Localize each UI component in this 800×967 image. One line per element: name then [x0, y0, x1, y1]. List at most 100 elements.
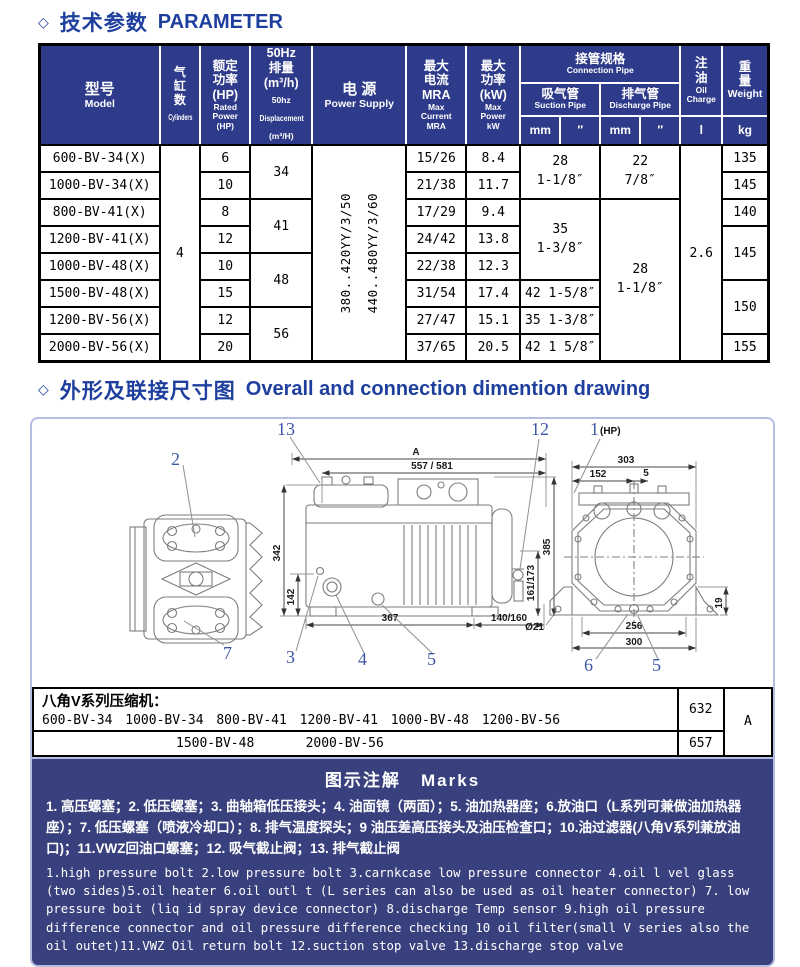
- weight-cell: 140: [721, 198, 770, 228]
- suction-cell: 42 1 5/8″: [519, 333, 602, 363]
- model-header-zh: 型号: [84, 80, 115, 98]
- weight-cell: 145: [721, 225, 770, 282]
- dimension-lines-end: [571, 460, 729, 652]
- hp-cell: 6: [199, 144, 252, 174]
- compressor-side-view: [304, 475, 524, 617]
- weight-cell: 155: [721, 333, 770, 363]
- callout-7: 7: [223, 643, 232, 663]
- dim-557-581: 557 / 581: [411, 461, 453, 472]
- cylinders-header-en: Cylinders: [167, 112, 192, 123]
- series-row-1: 八角V系列压缩机： 600-BV-34 1000-BV-34 800-BV-41…: [32, 686, 679, 732]
- hp-cell: 8: [199, 198, 252, 228]
- supply-value-1: 380..420YY/3/50: [338, 192, 354, 314]
- weight-cell: 150: [721, 279, 770, 336]
- diamond-icon: ◇: [38, 13, 50, 30]
- series-label: 八角V系列压缩机：: [42, 693, 168, 710]
- discharge-mm: 22: [632, 154, 649, 170]
- model-cell: 1200-BV-41(X): [38, 225, 161, 255]
- col-header-max-current: 最大 电流 MRA Max Current MRA: [405, 43, 468, 147]
- discharge-in: 7/8″: [624, 173, 656, 189]
- model-cell: 2000-BV-56(X): [38, 333, 161, 363]
- mra-header-zh: 最大 电流 MRA: [422, 58, 451, 103]
- compressor-top-view: [128, 514, 263, 644]
- legend-text-zh: 1. 高压螺塞；2. 低压螺塞；3. 曲轴箱低压接头；4. 油面镜（两面）；5.…: [46, 798, 742, 856]
- cylinders-header-zh: 气 缸 数: [173, 64, 186, 108]
- mra-cell: 27/47: [405, 306, 468, 336]
- displacement-header-en1: 50hz: [271, 95, 291, 106]
- displacement-header-en2: Displacement: [259, 113, 304, 124]
- series-models-1: 600-BV-34 1000-BV-34 800-BV-41 1200-BV-4…: [42, 712, 561, 728]
- section1-title-en: PARAMETER: [157, 10, 283, 33]
- dim-342: 342: [272, 544, 283, 561]
- col-header-discharge-pipe: 排气管 Discharge Pipe: [599, 82, 682, 117]
- dim-140-160: 140/160: [490, 613, 527, 624]
- dim-303: 303: [617, 455, 634, 466]
- drawing-frame: 2 7: [30, 416, 775, 967]
- suction-cell: 42 1-5/8″: [519, 279, 602, 309]
- dimension-drawing: 2 7: [128, 419, 729, 675]
- series-model-table: 八角V系列压缩机： 600-BV-34 1000-BV-34 800-BV-41…: [32, 686, 773, 757]
- series-value-1: 632: [676, 686, 725, 732]
- mra-cell: 31/54: [405, 279, 468, 309]
- suction-mm: 28: [552, 154, 569, 170]
- oil-header-zh: 注 油: [694, 56, 708, 85]
- callout-12: 12: [531, 419, 549, 439]
- mra-cell: 37/65: [405, 333, 468, 363]
- col-header-power-supply: 电 源 Power Supply: [311, 43, 408, 147]
- dim-385: 385: [542, 538, 553, 555]
- discharge-cell: 28 1-1/8″: [599, 198, 682, 363]
- suction-in: 1-1/8″: [536, 173, 584, 189]
- suction-mm-header: mm: [519, 114, 562, 147]
- hp-cell: 10: [199, 252, 252, 282]
- discharge-cell: 22 7/8″: [599, 144, 682, 201]
- kw-cell: 17.4: [465, 279, 522, 309]
- hp-cell: 12: [199, 306, 252, 336]
- suction-in: 1-3/8″: [536, 240, 584, 256]
- col-header-suction-pipe: 吸气管 Suction Pipe: [519, 82, 602, 117]
- callout-13: 13: [277, 419, 295, 439]
- displacement-cell: 56: [249, 306, 314, 363]
- mra-cell: 22/38: [405, 252, 468, 282]
- legend-title-zh: 图示注解: [324, 770, 401, 790]
- supply-header-zh: 电 源: [342, 80, 377, 98]
- hp-cell: 12: [199, 225, 252, 255]
- col-header-cylinders: 气 缸 数 Cylinders: [158, 43, 202, 147]
- series-variant: A: [722, 686, 773, 757]
- suction-cell: 28 1-1/8″: [519, 144, 602, 201]
- suction-cell: 35 1-3/8″: [519, 306, 602, 336]
- suction-cell: 35 1-3/8″: [519, 198, 602, 282]
- displacement-cell: 48: [249, 252, 314, 309]
- series-value-2: 657: [676, 729, 725, 757]
- power-supply-cell: 380..420YY/3/50 440..480YY/3/60: [311, 144, 408, 363]
- suction-header-en: Suction Pipe: [534, 99, 586, 110]
- dim-19: 19: [714, 597, 725, 609]
- weight-cell: 145: [721, 171, 770, 201]
- model-cell: 1500-BV-48(X): [38, 279, 161, 309]
- model-header-en: Model: [84, 98, 115, 110]
- weight-cell: 135: [721, 144, 770, 174]
- section1-title: ◇ 技术参数 PARAMETER: [0, 0, 800, 41]
- oil-charge-cell: 2.6: [679, 144, 724, 363]
- suction-mm: 35: [552, 221, 569, 237]
- discharge-mm-header: mm: [599, 114, 642, 147]
- callout-2: 2: [171, 449, 180, 469]
- series-models-2: 1500-BV-48 2000-BV-56: [176, 736, 384, 752]
- dim-142: 142: [286, 588, 297, 605]
- oil-header-en: Oil Charge: [686, 84, 716, 105]
- mra-cell: 17/29: [405, 198, 468, 228]
- displacement-header-zh: 50Hz 排量 (m³/h): [263, 46, 299, 90]
- mra-cell: 21/38: [405, 171, 468, 201]
- weight-header-zh: 重 量: [738, 59, 752, 89]
- supply-header-en: Power Supply: [324, 98, 394, 110]
- col-header-model: 型号 Model: [38, 43, 161, 147]
- col-header-connection-pipe: 接管规格 Connection Pipe: [519, 43, 682, 85]
- dimension-lines: [279, 452, 557, 629]
- col-header-weight: 重 量 Weight: [721, 43, 770, 117]
- callout-5b: 5: [652, 655, 661, 675]
- model-cell: 1000-BV-48(X): [38, 252, 161, 282]
- displacement-cell: 41: [249, 198, 314, 255]
- compressor-end-view: [548, 480, 719, 627]
- parameter-table: 型号 Model 气 缸 数 Cylinders 额定 功率 (HP) Rate…: [38, 43, 770, 363]
- dim-152: 152: [589, 469, 606, 480]
- dim-300: 300: [625, 637, 642, 648]
